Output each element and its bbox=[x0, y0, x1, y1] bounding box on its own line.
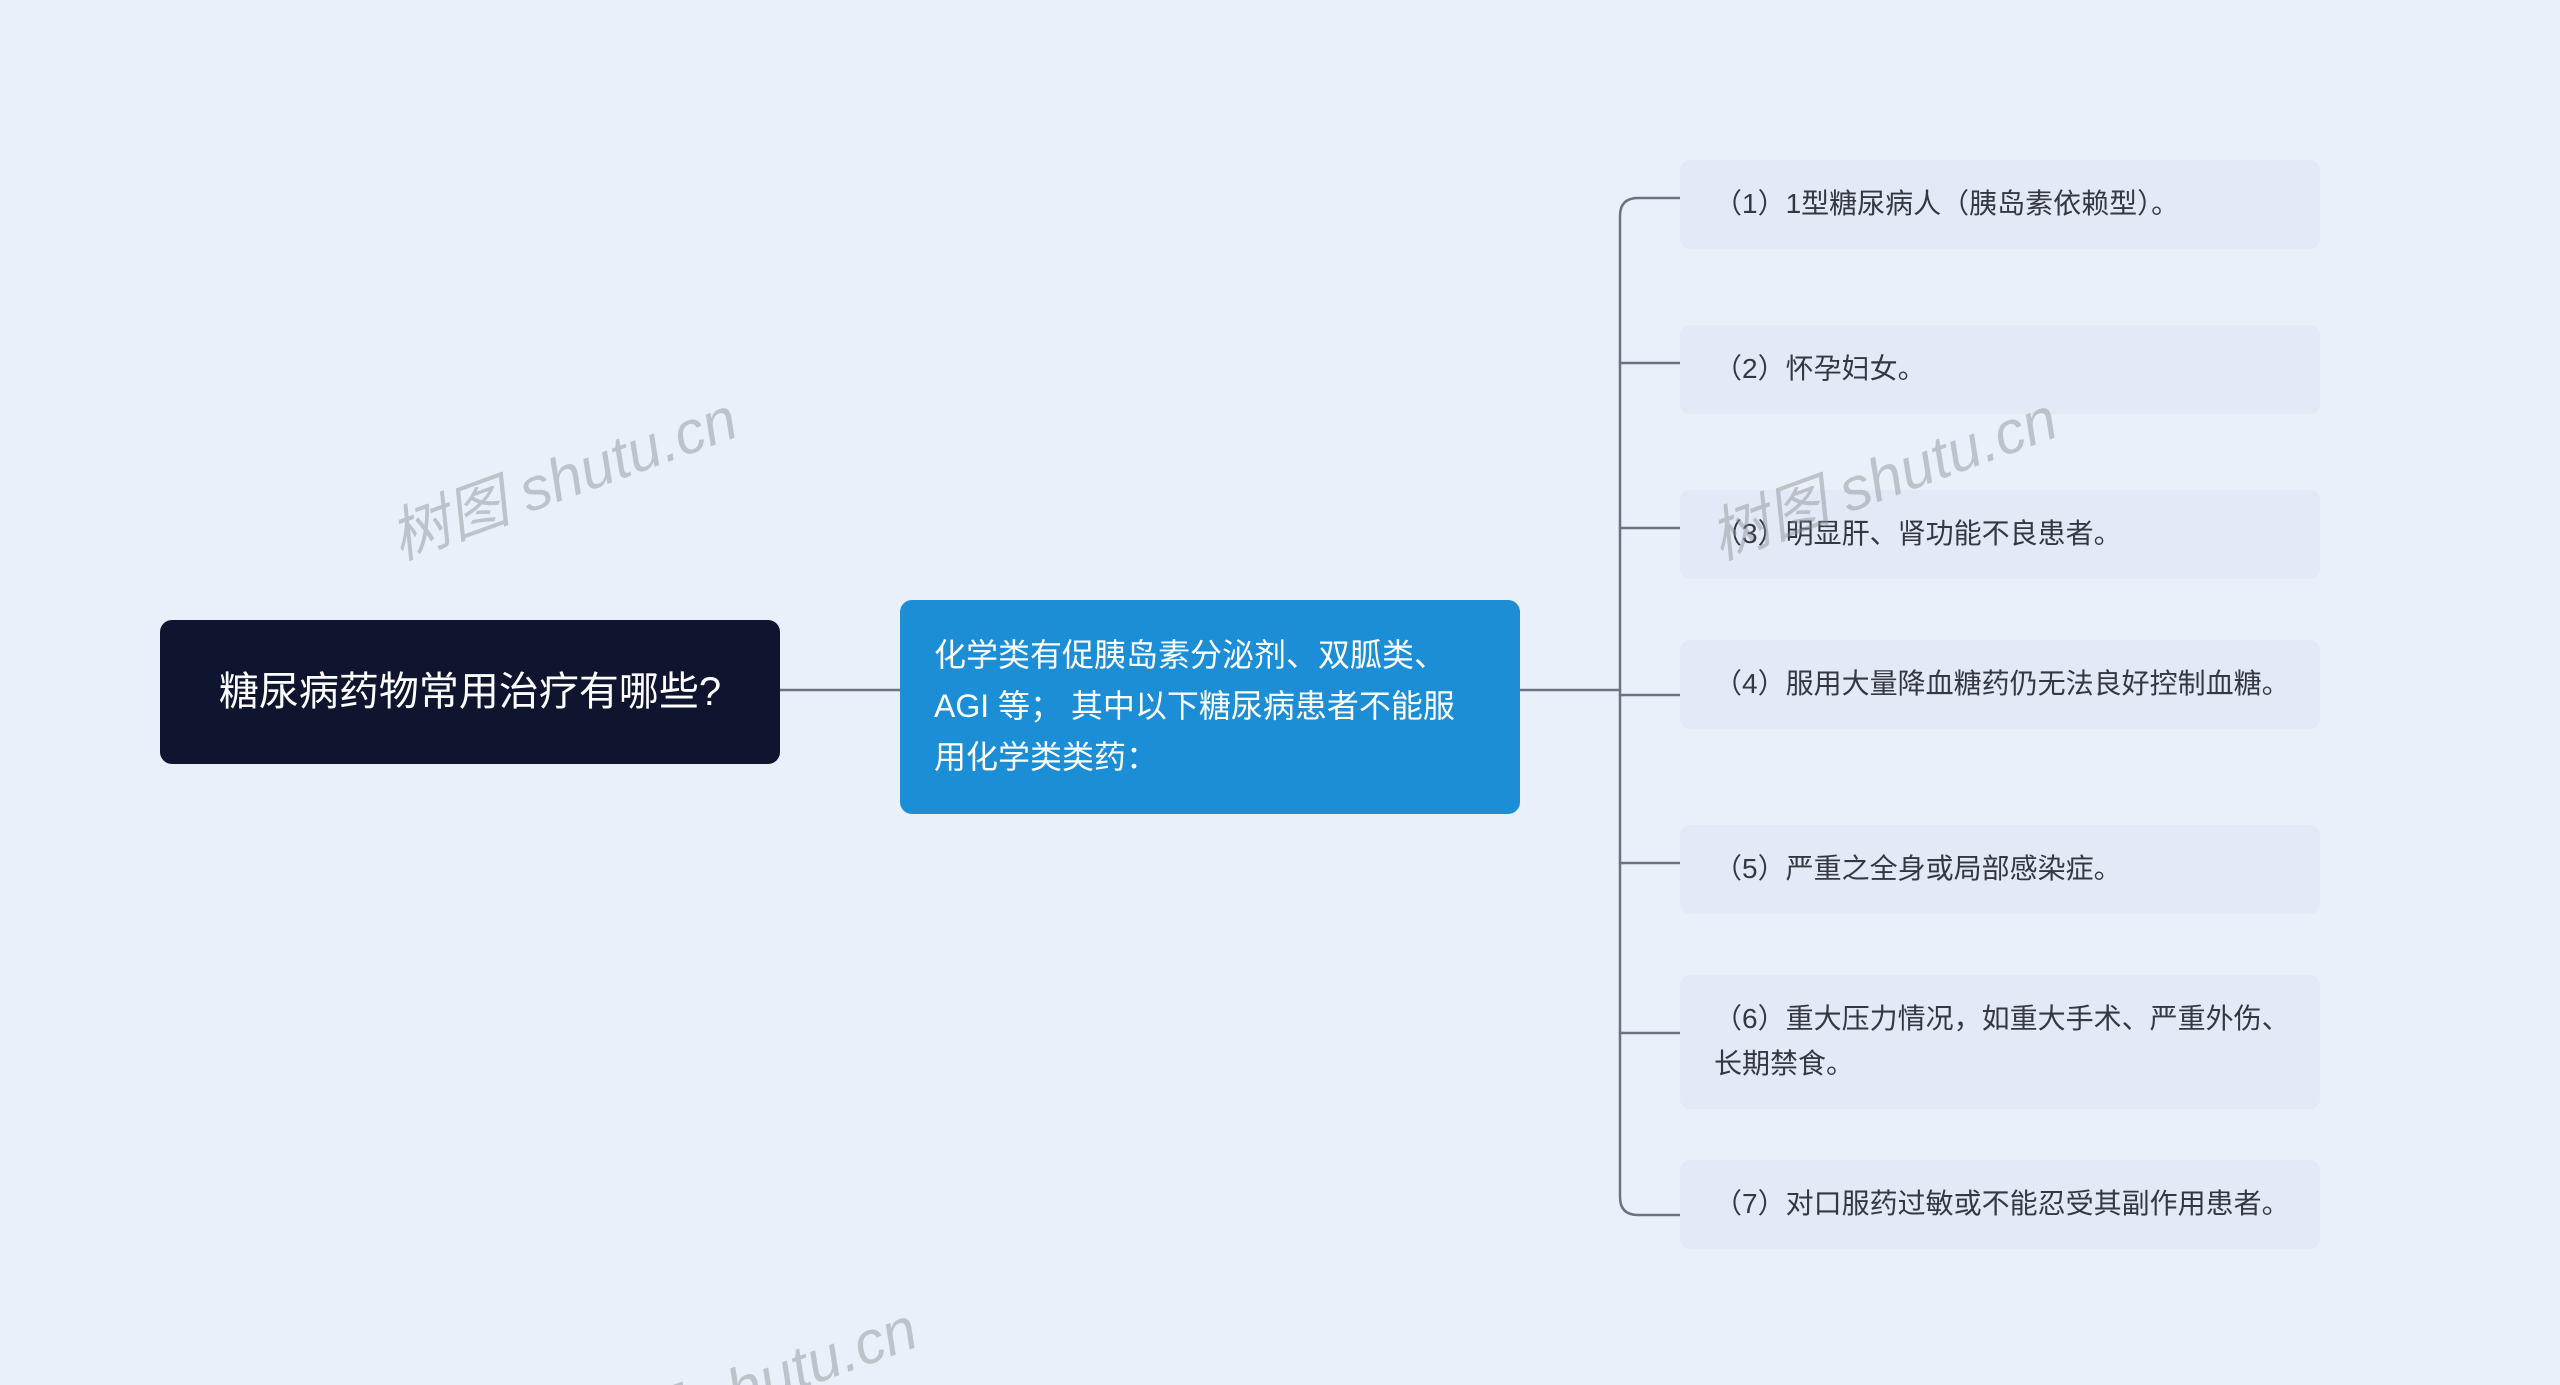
mindmap-canvas: 糖尿病药物常用治疗有哪些? 化学类有促胰岛素分泌剂、双胍类、AGI 等； 其中以… bbox=[0, 0, 2560, 1385]
leaf-text: （6）重大压力情况，如重大手术、严重外伤、长期禁食。 bbox=[1714, 1003, 2290, 1079]
leaf-node: （3）明显肝、肾功能不良患者。 bbox=[1680, 490, 2320, 579]
leaf-text: （5）严重之全身或局部感染症。 bbox=[1714, 853, 2122, 884]
leaf-text: （2）怀孕妇女。 bbox=[1714, 353, 1926, 384]
mid-text: 化学类有促胰岛素分泌剂、双胍类、AGI 等； 其中以下糖尿病患者不能服用化学类类… bbox=[934, 637, 1455, 775]
watermark-text: 树图 shutu.cn bbox=[556, 1280, 927, 1385]
mid-node: 化学类有促胰岛素分泌剂、双胍类、AGI 等； 其中以下糖尿病患者不能服用化学类类… bbox=[900, 600, 1520, 814]
root-node: 糖尿病药物常用治疗有哪些? bbox=[160, 620, 780, 764]
leaf-text: （1）1型糖尿病人（胰岛素依赖型）。 bbox=[1714, 188, 2179, 219]
leaf-node: （7）对口服药过敏或不能忍受其副作用患者。 bbox=[1680, 1160, 2320, 1249]
root-text: 糖尿病药物常用治疗有哪些? bbox=[219, 670, 721, 714]
leaf-text: （4）服用大量降血糖药仍无法良好控制血糖。 bbox=[1714, 668, 2290, 699]
leaf-node: （1）1型糖尿病人（胰岛素依赖型）。 bbox=[1680, 160, 2320, 249]
leaf-node: （6）重大压力情况，如重大手术、严重外伤、长期禁食。 bbox=[1680, 975, 2320, 1109]
leaf-node: （2）怀孕妇女。 bbox=[1680, 325, 2320, 414]
leaf-node: （5）严重之全身或局部感染症。 bbox=[1680, 825, 2320, 914]
leaf-text: （7）对口服药过敏或不能忍受其副作用患者。 bbox=[1714, 1188, 2290, 1219]
watermark-text: 树图 shutu.cn bbox=[376, 370, 747, 576]
leaf-node: （4）服用大量降血糖药仍无法良好控制血糖。 bbox=[1680, 640, 2320, 729]
leaf-text: （3）明显肝、肾功能不良患者。 bbox=[1714, 518, 2122, 549]
